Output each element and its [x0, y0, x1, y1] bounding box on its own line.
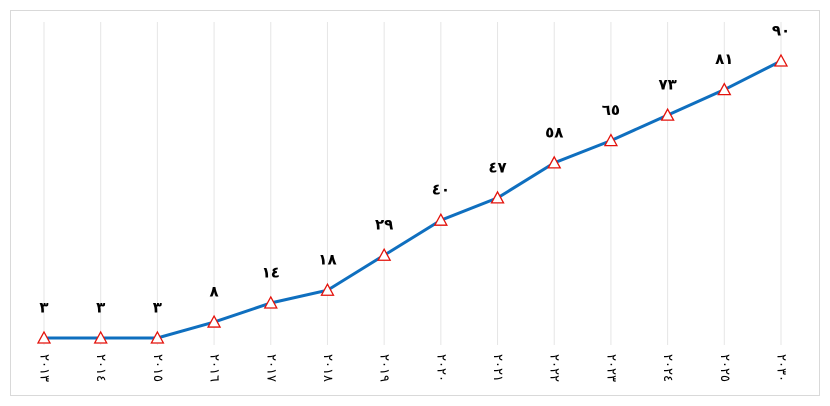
x-tick-label: ٢٠٢١	[490, 354, 505, 382]
data-label: ١٤	[262, 263, 280, 281]
x-tick-label: ٢٠١٣	[37, 354, 52, 382]
marker	[320, 282, 335, 296]
x-tick-label: ٢٠٢٣	[603, 354, 618, 382]
data-label: ٤٧	[488, 158, 506, 176]
data-label: ٣	[153, 299, 162, 317]
data-label: ٦٥	[602, 101, 620, 119]
data-label: ١٨	[318, 251, 336, 269]
marker	[93, 330, 108, 344]
marker	[36, 330, 52, 344]
marker	[206, 314, 222, 328]
x-tick-label: ٢٠٣٠	[774, 354, 789, 382]
data-label: ٤٠	[432, 181, 450, 199]
data-label: ٧٣	[658, 76, 676, 94]
marker	[263, 295, 278, 309]
data-label: ٣	[39, 299, 48, 317]
x-tick-label: ٢٠٢٤	[660, 354, 675, 382]
x-tick-label: ٢٠١٤	[93, 354, 108, 382]
marker	[603, 133, 619, 147]
data-label: ٨١	[715, 50, 733, 68]
marker	[490, 190, 505, 204]
x-tick-label: ٢٠١٦	[207, 354, 222, 382]
data-label: ٢٩	[375, 216, 393, 234]
x-tick-label: ٢٠١٧	[263, 354, 278, 382]
data-label: ٨	[209, 283, 218, 301]
marker	[660, 107, 675, 121]
x-tick-label: ٢٠١٩	[377, 354, 392, 382]
data-label: ٩٠	[772, 22, 790, 40]
marker	[547, 155, 562, 169]
data-label: ٣	[96, 299, 105, 317]
data-label: ٥٨	[545, 123, 563, 141]
marker	[717, 82, 732, 96]
chart-frame	[10, 10, 820, 396]
marker	[433, 212, 448, 226]
x-tick-label: ٢٠٢٢	[547, 354, 562, 382]
x-tick-label: ٢٠٢٠	[433, 354, 448, 382]
marker	[150, 330, 165, 344]
x-tick-label: ٢٠١٥	[150, 354, 165, 382]
line	[44, 59, 782, 340]
marker	[377, 247, 392, 261]
x-tick-label: ٢٠٢٥	[717, 354, 732, 382]
x-tick-label: ٢٠١٨	[320, 354, 335, 382]
marker	[773, 53, 789, 67]
